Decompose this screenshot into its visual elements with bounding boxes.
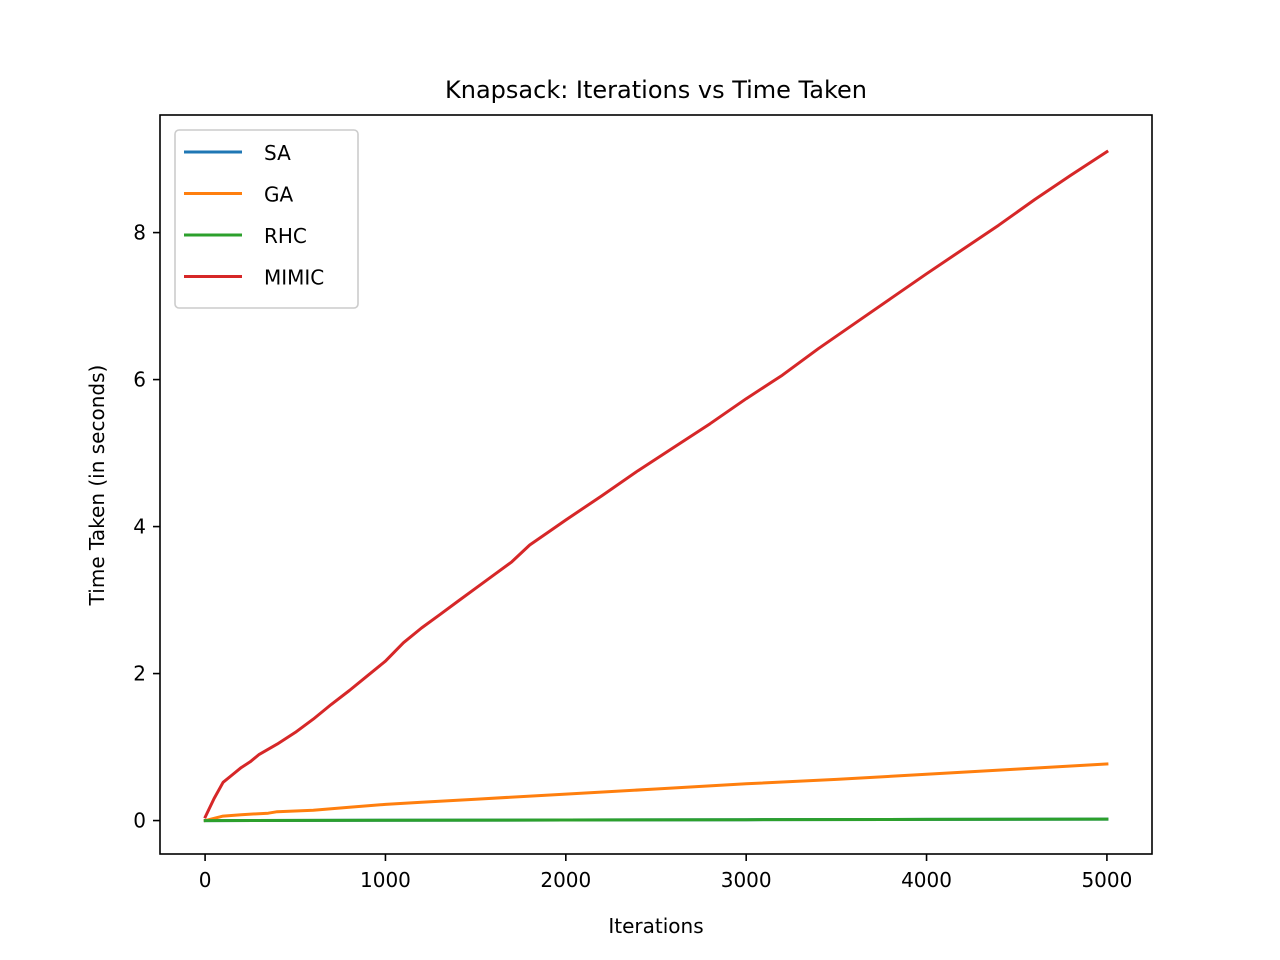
- y-tick-label: 0: [133, 809, 146, 833]
- y-tick-label: 4: [133, 515, 146, 539]
- axes-frame: [159, 114, 1153, 855]
- chart-title: Knapsack: Iterations vs Time Taken: [445, 76, 867, 104]
- x-tick-label: 5000: [1081, 868, 1132, 892]
- y-axis-title: Time Taken (in seconds): [85, 365, 109, 607]
- y-tick-label: 8: [133, 221, 146, 245]
- series-line-rhc: [203, 817, 1109, 823]
- y-tick-label: 6: [133, 368, 146, 392]
- legend-label: GA: [264, 183, 293, 207]
- x-axis-title: Iterations: [608, 914, 703, 938]
- x-tick-label: 1000: [360, 868, 411, 892]
- series-line-mimic: [203, 149, 1109, 819]
- legend: SA GA RHC MIMIC: [174, 129, 359, 309]
- legend-label: RHC: [264, 224, 307, 248]
- y-tick-label: 2: [133, 662, 146, 686]
- plot-area: [203, 149, 1109, 823]
- legend-box: [174, 129, 359, 309]
- x-tick-label: 0: [199, 868, 212, 892]
- series-line-ga: [203, 762, 1109, 823]
- x-tick-label: 2000: [540, 868, 591, 892]
- legend-label: MIMIC: [264, 266, 324, 290]
- x-tick-label: 3000: [721, 868, 772, 892]
- legend-label: SA: [264, 141, 291, 165]
- x-tick-label: 4000: [901, 868, 952, 892]
- axes: 0 1000 2000 3000 4000 5000 0 2 4 6 8: [133, 114, 1153, 892]
